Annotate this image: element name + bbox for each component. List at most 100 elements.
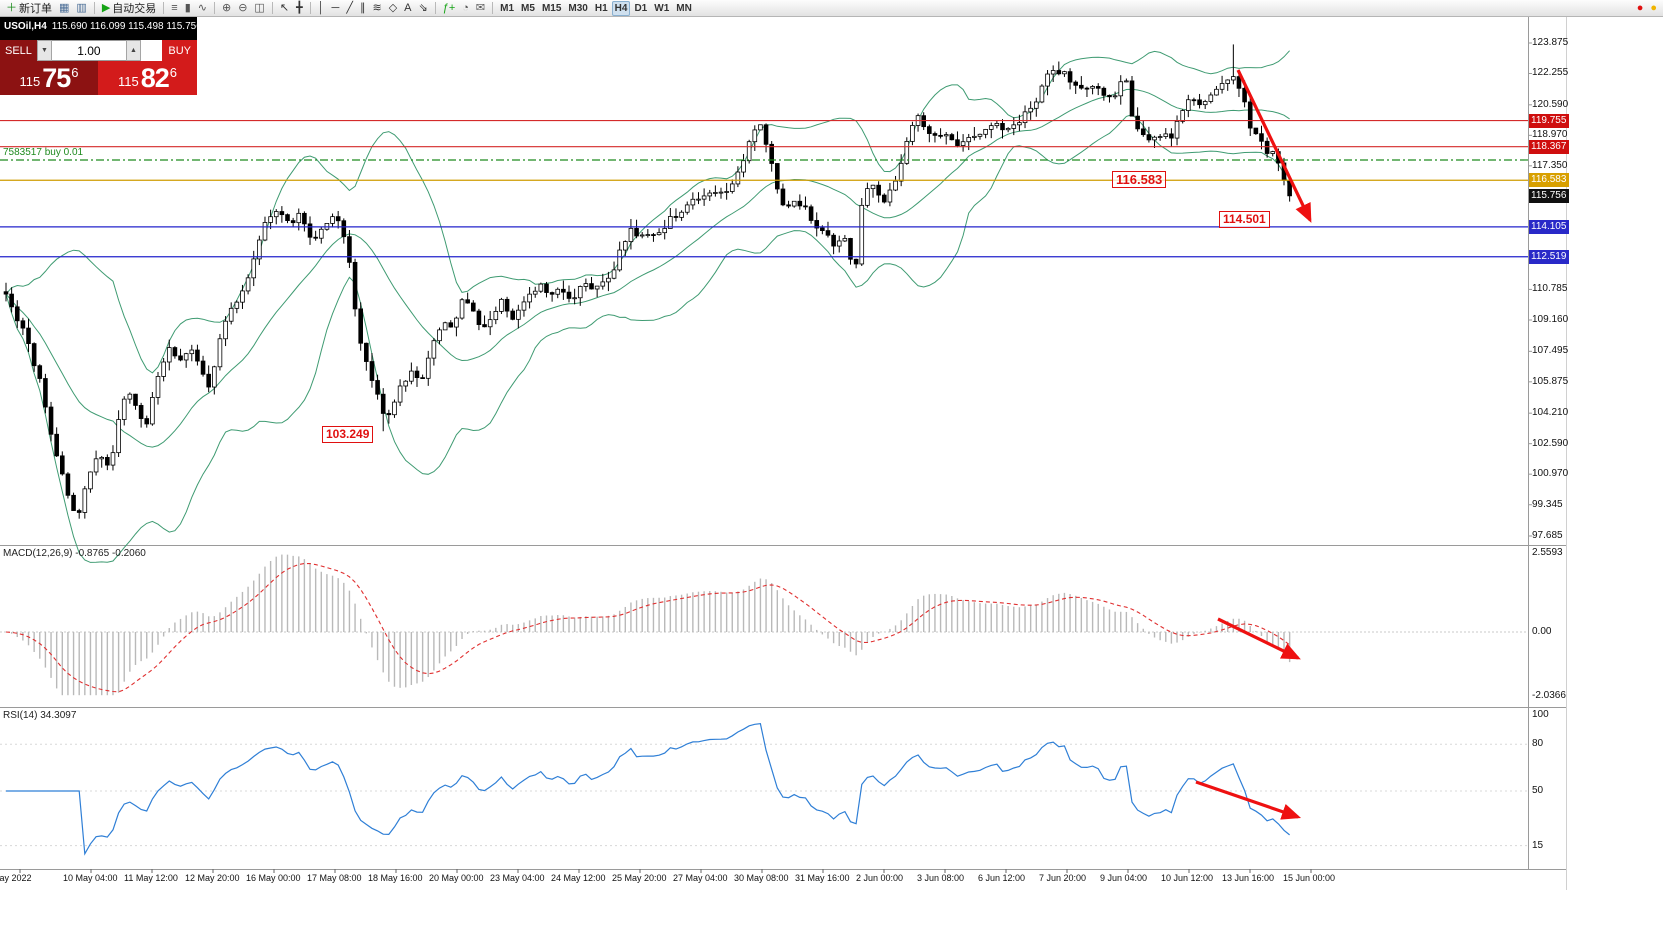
periods-icon: ◔ (462, 1, 469, 14)
toolbar: ＋新订单 ▦ ▥ ▶ 自动交易 ≡ ▮ ∿ ⊕ ⊖ ◫ ↖ ╋ │ ─ ╱ ∥ ≋ ◇ A ⇘ ƒ+ ◔ ✉ M1 M5 M15 M3… (0, 0, 1663, 17)
price-down-arrow[interactable] (1236, 69, 1312, 223)
templates-button[interactable]: ✉ (473, 1, 488, 16)
toolbar-separator (434, 2, 436, 14)
timeframe-mn-button-label: MN (676, 2, 692, 14)
timeframe-d1-button-label: D1 (634, 2, 648, 14)
timeframe-w1-button-label: W1 (654, 2, 670, 14)
crosshair-icon: ╋ (296, 1, 303, 14)
indicators-icon: ƒ+ (442, 1, 456, 14)
cursor-icon: ↖ (279, 1, 290, 14)
timeframe-h1-button-label: H1 (594, 2, 608, 14)
ohlc-values: 115.690 116.099 115.498 115.756 (51, 21, 197, 32)
auto-trading-button-label: 自动交易 (112, 3, 157, 15)
volume-input[interactable] (51, 40, 126, 61)
buy-price-prefix: 115 (117, 74, 139, 89)
sell-button[interactable]: 115 75 6 (0, 61, 98, 95)
timeframe-d1-button[interactable]: D1 (631, 1, 650, 16)
macd-indicator-label: MACD(12,26,9) -0.8765 -0.2060 (3, 548, 146, 559)
toolbar-separator (213, 2, 215, 14)
auto-trading-button[interactable]: ▶ 自动交易 (99, 1, 159, 16)
sell-tab-label: SELL (0, 40, 37, 61)
timeframe-h1-button[interactable]: H1 (592, 1, 611, 16)
horizontal-line-button[interactable]: ─ (329, 1, 343, 16)
zoom-out-icon: ⊖ (238, 1, 248, 14)
text-button[interactable]: A (401, 1, 414, 16)
vertical-line-button[interactable]: │ (315, 1, 328, 16)
profiles-icon: ▥ (76, 1, 87, 14)
community-icon-icon: ● (1650, 1, 1657, 14)
tile-windows-button[interactable]: ◫ (251, 1, 267, 16)
buy-price-main: 82 (140, 62, 170, 93)
buy-tab-label: BUY (162, 40, 197, 61)
profiles-button[interactable]: ▥ (73, 1, 89, 16)
chart-symbol-ohlc: USOil,H4 115.690 116.099 115.498 115.756 (0, 17, 197, 40)
sell-price-pip: 6 (71, 65, 79, 80)
bollinger-bands (5, 50, 1291, 563)
toolbar-separator (271, 2, 273, 14)
rsi-down-arrow[interactable] (1195, 780, 1302, 820)
line-chart-icon: ∿ (197, 1, 207, 14)
timeframe-w1-button[interactable]: W1 (651, 1, 672, 16)
crosshair-button[interactable]: ╋ (293, 1, 306, 16)
cursor-button[interactable]: ↖ (277, 1, 292, 16)
zoom-out-button[interactable]: ⊖ (235, 1, 250, 16)
charts-button[interactable]: ▦ (56, 1, 72, 16)
channel-button[interactable]: ∥ (357, 1, 369, 16)
tile-windows-icon: ◫ (254, 1, 265, 14)
line-chart-button[interactable]: ∿ (195, 1, 210, 16)
timeframe-m1-button[interactable]: M1 (497, 1, 517, 16)
spinner-up-icon: ▲ (129, 47, 137, 54)
auto-trading-icon: ▶ (101, 1, 111, 14)
timeframe-m5-button-label: M5 (521, 2, 535, 14)
macd-down-arrow[interactable] (1217, 617, 1301, 660)
notifications-icon-icon: ● (1636, 1, 1644, 14)
new-order-icon: ＋ (6, 1, 17, 14)
new-order-button-label: 新订单 (19, 3, 52, 15)
timeframe-m30-button[interactable]: M30 (565, 1, 590, 16)
candles-series (3, 44, 1292, 519)
trendline-button[interactable]: ╱ (343, 1, 356, 16)
timeframe-mn-button[interactable]: MN (673, 1, 695, 16)
timeframe-m30-button-label: M30 (568, 2, 588, 14)
new-order-button[interactable]: ＋新订单 (3, 1, 55, 16)
timeframe-h4-button-label: H4 (614, 2, 628, 14)
timeframe-m15-button[interactable]: M15 (539, 1, 564, 16)
buy-button[interactable]: 115 82 6 (98, 61, 197, 95)
candlestick-button[interactable]: ▮ (182, 1, 194, 16)
zoom-in-button[interactable]: ⊕ (219, 1, 234, 16)
arrow-tool-button[interactable]: ⇘ (416, 1, 431, 16)
fibonacci-icon: ≋ (372, 1, 382, 14)
bar-chart-button[interactable]: ≡ (168, 1, 180, 16)
trendline-icon: ╱ (346, 1, 353, 14)
volume-down-button[interactable]: ▼ (36, 40, 52, 61)
bar-chart-icon: ≡ (171, 1, 178, 14)
indicators-button[interactable]: ƒ+ (440, 1, 459, 16)
volume-up-button[interactable]: ▲ (125, 40, 141, 61)
notifications-icon-button[interactable]: ● (1634, 1, 1647, 16)
candlestick-icon: ▮ (184, 1, 191, 14)
rsi-line (6, 723, 1290, 856)
templates-icon: ✉ (475, 1, 486, 14)
charts-icon: ▦ (59, 1, 70, 14)
vertical-line-icon: │ (317, 1, 325, 14)
shapes-button[interactable]: ◇ (386, 1, 400, 16)
spinner-down-icon: ▼ (40, 47, 48, 54)
fibonacci-button[interactable]: ≋ (369, 1, 384, 16)
community-icon-button[interactable]: ● (1647, 1, 1660, 16)
timeframe-h4-button[interactable]: H4 (611, 0, 631, 16)
toolbar-separator (309, 2, 311, 14)
timeframe-m5-button[interactable]: M5 (518, 1, 538, 16)
periods-button[interactable]: ◔ (459, 1, 472, 16)
text-icon: A (404, 1, 412, 14)
horizontal-line-icon: ─ (331, 1, 340, 14)
timeframe-m15-button-label: M15 (541, 2, 562, 14)
buy-price-pip: 6 (169, 65, 177, 80)
zoom-in-icon: ⊕ (221, 1, 232, 14)
toolbar-separator (492, 2, 494, 14)
symbol-timeframe: USOil,H4 (4, 21, 47, 32)
sell-price-main: 75 (42, 62, 71, 93)
toolbar-separator (163, 2, 165, 14)
